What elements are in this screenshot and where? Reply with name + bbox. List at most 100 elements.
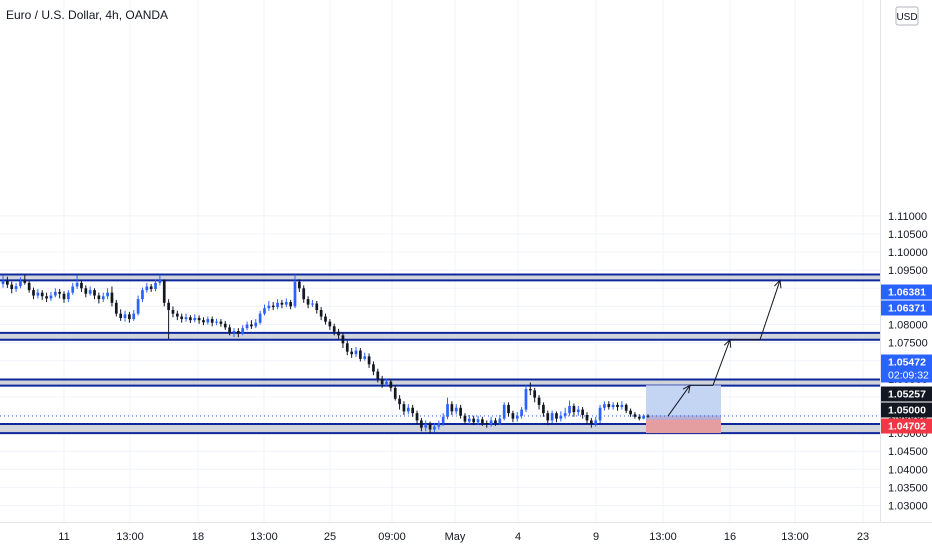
candle-body[interactable] [620,404,624,408]
candle-body[interactable] [502,404,506,419]
candle-body[interactable] [93,290,96,296]
candle-body[interactable] [589,420,593,425]
candle-body[interactable] [324,316,327,322]
candle-body[interactable] [568,405,571,414]
candle-body[interactable] [376,371,380,379]
candle-body[interactable] [472,418,476,423]
candle-body[interactable] [189,317,192,321]
candle-body[interactable] [267,305,271,309]
candle-body[interactable] [459,407,462,416]
candle-body[interactable] [6,281,9,285]
candle-body[interactable] [167,302,170,311]
candle-body[interactable] [171,310,175,314]
candle-body[interactable] [149,286,153,290]
candle-body[interactable] [433,426,436,430]
support-resistance-zone[interactable] [0,332,880,340]
candle-body[interactable] [223,323,227,328]
candle-body[interactable] [372,364,375,372]
candle-body[interactable] [197,317,201,321]
candle-body[interactable] [463,415,467,422]
candle-body[interactable] [236,331,240,334]
candle-body[interactable] [193,317,197,321]
candle-body[interactable] [507,404,510,414]
candle-body[interactable] [563,413,567,416]
candle-body[interactable] [27,282,31,291]
candle-body[interactable] [411,407,415,414]
candle-body[interactable] [594,420,598,425]
candle-body[interactable] [263,308,266,314]
candle-body[interactable] [524,388,528,410]
candle-body[interactable] [363,356,367,359]
support-resistance-zone[interactable] [0,274,880,281]
candle-body[interactable] [576,409,580,413]
candle-body[interactable] [319,310,323,317]
candle-body[interactable] [311,303,314,305]
candle-body[interactable] [210,319,214,323]
candle-body[interactable] [420,420,423,428]
candle-body[interactable] [215,321,218,323]
candle-body[interactable] [14,286,18,290]
candle-body[interactable] [154,282,157,290]
candle-body[interactable] [36,292,40,296]
candle-body[interactable] [603,404,606,408]
candle-body[interactable] [555,413,558,419]
candle-body[interactable] [302,288,306,300]
candle-body[interactable] [611,404,615,408]
currency-button[interactable]: USD [895,6,919,26]
candle-body[interactable] [136,299,140,314]
candle-body[interactable] [245,324,249,329]
candle-body[interactable] [32,290,35,296]
candle-body[interactable] [62,293,66,300]
candle-body[interactable] [398,398,401,405]
candle-body[interactable] [241,328,245,334]
candle-body[interactable] [293,281,297,307]
candle-body[interactable] [476,419,480,423]
candle-body[interactable] [354,350,358,355]
candle-body[interactable] [88,290,92,294]
candlestick-series[interactable] [1,274,650,434]
time-axis[interactable]: 11 13:00 18 13:00 25 09:00 May 4 9 13:00 16 13:00 23 [58,531,869,543]
candle-body[interactable] [84,288,88,294]
candle-body[interactable] [350,351,353,355]
candle-body[interactable] [572,405,576,413]
candle-body[interactable] [515,415,519,419]
projected-path-arrows[interactable] [667,279,782,417]
candle-body[interactable] [616,404,619,408]
candle-body[interactable] [40,292,44,297]
candle-body[interactable] [284,302,288,305]
candle-body[interactable] [428,424,432,430]
candle-body[interactable] [258,313,262,323]
candle-body[interactable] [110,292,114,303]
candle-body[interactable] [75,282,79,287]
candle-body[interactable] [629,410,632,415]
candle-body[interactable] [184,317,188,320]
candle-body[interactable] [106,292,109,297]
candle-body[interactable] [367,356,371,365]
candle-body[interactable] [97,295,101,300]
candle-body[interactable] [45,296,48,299]
candle-body[interactable] [180,316,184,320]
candle-body[interactable] [633,414,637,417]
candle-body[interactable] [141,290,144,300]
candle-body[interactable] [315,303,319,311]
currency-button-frame[interactable] [895,6,919,26]
candle-body[interactable] [385,381,388,385]
candle-body[interactable] [467,418,471,422]
candle-body[interactable] [71,286,75,293]
candle-body[interactable] [437,422,441,427]
candle-body[interactable] [481,419,484,423]
long-position-tool[interactable] [646,385,721,434]
candle-body[interactable] [254,322,258,327]
candle-body[interactable] [345,343,349,352]
candle-body[interactable] [228,327,231,333]
candle-body[interactable] [1,281,5,284]
candle-body[interactable] [80,282,83,289]
candle-body[interactable] [446,404,449,417]
candle-body[interactable] [402,404,406,412]
candle-body[interactable] [646,415,650,417]
candle-body[interactable] [145,286,149,291]
candle-body[interactable] [162,280,166,303]
candle-body[interactable] [101,296,105,300]
candle-body[interactable] [132,313,136,320]
